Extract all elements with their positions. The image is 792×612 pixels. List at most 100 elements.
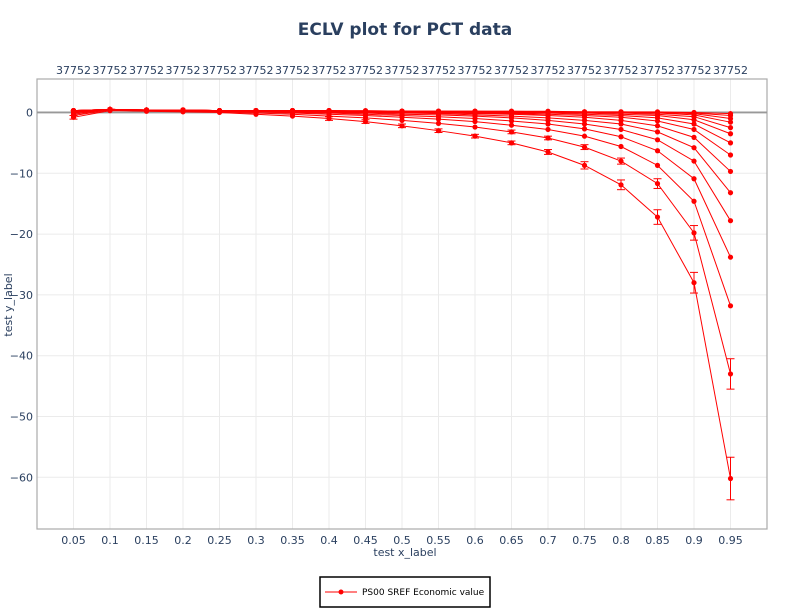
- x-tick-label: 0.95: [718, 534, 743, 547]
- data-point[interactable]: [545, 121, 551, 127]
- data-point[interactable]: [618, 121, 624, 127]
- data-point[interactable]: [691, 198, 697, 204]
- data-point[interactable]: [691, 134, 697, 140]
- data-point[interactable]: [508, 129, 515, 135]
- x-tick-label: 0.85: [645, 534, 670, 547]
- data-point[interactable]: [472, 133, 478, 139]
- y-tick-label: −50: [10, 411, 33, 424]
- data-point[interactable]: [654, 214, 661, 220]
- data-point[interactable]: [691, 145, 697, 151]
- data-point[interactable]: [581, 109, 588, 115]
- data-point[interactable]: [253, 108, 259, 114]
- y-tick-label: −10: [10, 167, 33, 180]
- data-point[interactable]: [727, 168, 734, 175]
- data-point[interactable]: [654, 180, 661, 187]
- top-tick-label: 37752: [239, 64, 274, 77]
- data-point[interactable]: [107, 106, 113, 113]
- data-point[interactable]: [618, 109, 624, 115]
- data-point[interactable]: [581, 121, 588, 127]
- data-point[interactable]: [362, 118, 369, 125]
- data-point[interactable]: [435, 108, 442, 114]
- top-tick-label: 37752: [312, 64, 347, 77]
- data-point[interactable]: [399, 108, 405, 114]
- legend-entry-label: PS00 SREF Economic value: [362, 588, 485, 598]
- data-point[interactable]: [727, 371, 734, 377]
- data-point[interactable]: [727, 254, 734, 260]
- data-point[interactable]: [691, 176, 697, 182]
- data-point[interactable]: [727, 140, 734, 146]
- data-point[interactable]: [472, 124, 478, 130]
- data-point[interactable]: [691, 126, 697, 133]
- data-point[interactable]: [435, 120, 442, 126]
- data-point[interactable]: [143, 107, 150, 113]
- data-point[interactable]: [289, 108, 296, 114]
- data-point[interactable]: [654, 129, 661, 135]
- data-point[interactable]: [691, 158, 697, 164]
- top-tick-label: 37752: [129, 64, 164, 77]
- data-point[interactable]: [691, 280, 697, 286]
- y-tick-label: −40: [10, 350, 33, 363]
- data-point[interactable]: [472, 108, 478, 114]
- data-point[interactable]: [618, 158, 624, 164]
- data-point[interactable]: [70, 108, 77, 114]
- data-point[interactable]: [581, 133, 588, 139]
- top-tick-label: 37752: [166, 64, 201, 77]
- data-point[interactable]: [727, 111, 734, 117]
- data-point[interactable]: [727, 119, 734, 125]
- data-point[interactable]: [508, 122, 515, 128]
- x-tick-label: 0.65: [499, 534, 524, 547]
- data-point[interactable]: [691, 230, 697, 236]
- data-point[interactable]: [508, 108, 515, 114]
- data-point[interactable]: [691, 121, 697, 127]
- data-point[interactable]: [326, 108, 332, 114]
- data-point[interactable]: [727, 152, 734, 158]
- top-tick-label: 37752: [348, 64, 383, 77]
- data-point[interactable]: [581, 126, 588, 132]
- data-point[interactable]: [435, 128, 442, 134]
- data-point[interactable]: [581, 162, 588, 168]
- data-point[interactable]: [618, 143, 624, 150]
- data-point[interactable]: [727, 475, 734, 482]
- top-tick-label: 37752: [202, 64, 237, 77]
- data-point[interactable]: [508, 140, 515, 146]
- data-point[interactable]: [581, 144, 588, 150]
- data-point[interactable]: [216, 108, 223, 114]
- data-point[interactable]: [545, 135, 551, 141]
- data-point[interactable]: [545, 149, 551, 155]
- data-point[interactable]: [362, 108, 369, 114]
- data-point[interactable]: [618, 126, 624, 133]
- data-point[interactable]: [545, 108, 551, 114]
- y-tick-label: −20: [10, 228, 33, 241]
- x-tick-label: 0.15: [134, 534, 159, 547]
- y-tick-label: 0: [26, 106, 33, 119]
- x-tick-label: 0.5: [393, 534, 411, 547]
- data-point[interactable]: [691, 109, 697, 116]
- x-tick-label: 0.75: [572, 534, 597, 547]
- x-tick-label: 0.25: [207, 534, 232, 547]
- data-point[interactable]: [399, 123, 405, 129]
- data-point[interactable]: [654, 162, 661, 168]
- legend[interactable]: PS00 SREF Economic value: [319, 576, 491, 608]
- tick-labels: 0.05 37752 0.1 37752 0.15 37752 0.2 37752 0.25 37…: [10, 64, 748, 547]
- legend-box: [319, 576, 491, 608]
- data-point[interactable]: [654, 137, 661, 143]
- data-point[interactable]: [654, 123, 661, 129]
- top-tick-label: 37752: [56, 64, 91, 77]
- data-point[interactable]: [618, 134, 624, 140]
- y-tick-label: −60: [10, 471, 33, 484]
- x-tick-label: 0.45: [353, 534, 378, 547]
- top-tick-label: 37752: [421, 64, 456, 77]
- data-point[interactable]: [727, 125, 734, 131]
- data-point[interactable]: [727, 190, 734, 196]
- data-point[interactable]: [727, 131, 734, 137]
- data-point[interactable]: [618, 182, 624, 188]
- data-point[interactable]: [180, 107, 186, 113]
- data-point[interactable]: [727, 218, 734, 224]
- x-tick-label: 0.55: [426, 534, 451, 547]
- data-point[interactable]: [654, 148, 661, 154]
- data-point[interactable]: [654, 109, 661, 115]
- data-point[interactable]: [545, 126, 551, 133]
- data-point[interactable]: [727, 303, 734, 309]
- x-tick-label: 0.4: [320, 534, 338, 547]
